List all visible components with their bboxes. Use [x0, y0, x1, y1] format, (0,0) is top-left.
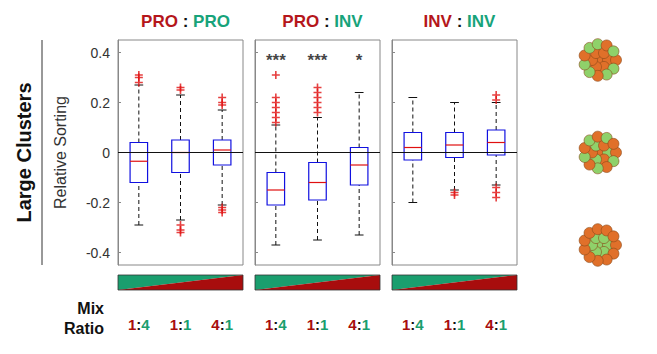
svg-text:1: 1 — [362, 316, 370, 333]
svg-text:4: 4 — [278, 316, 287, 333]
svg-text:Mix: Mix — [77, 300, 104, 317]
svg-text:Relative Sorting: Relative Sorting — [52, 96, 69, 209]
svg-text:4: 4 — [415, 316, 424, 333]
svg-text::: : — [452, 12, 467, 31]
svg-text:0: 0 — [102, 145, 110, 161]
svg-text:1: 1 — [320, 316, 328, 333]
svg-text:1: 1 — [128, 316, 136, 333]
html-text:4:: 4: — [211, 316, 225, 333]
html-text:4:: 4: — [348, 316, 362, 333]
svg-text:1: 1 — [183, 316, 191, 333]
svg-text:PRO: PRO — [141, 12, 178, 31]
svg-text:4: 4 — [141, 316, 150, 333]
svg-text:1: 1 — [444, 316, 452, 333]
svg-text:INV: INV — [467, 12, 496, 31]
svg-text:1: 1 — [457, 316, 465, 333]
svg-text:1: 1 — [170, 316, 178, 333]
svg-text:1: 1 — [499, 316, 507, 333]
svg-text:1: 1 — [225, 316, 233, 333]
svg-text:1: 1 — [307, 316, 315, 333]
svg-text:1: 1 — [402, 316, 410, 333]
svg-text:*: * — [356, 51, 363, 70]
svg-text:PRO: PRO — [193, 12, 230, 31]
svg-text:0.4: 0.4 — [91, 45, 111, 61]
svg-text:0.2: 0.2 — [91, 95, 111, 111]
svg-text::: : — [178, 12, 193, 31]
svg-text:PRO: PRO — [282, 12, 319, 31]
svg-text:***: *** — [308, 51, 328, 70]
html-text:4:: 4: — [485, 316, 499, 333]
svg-text:1: 1 — [265, 316, 273, 333]
svg-text:INV: INV — [334, 12, 363, 31]
svg-text:-0.4: -0.4 — [86, 245, 110, 261]
svg-text:-0.2: -0.2 — [86, 195, 110, 211]
svg-text::: : — [319, 12, 334, 31]
svg-text:Large Clusters: Large Clusters — [13, 82, 35, 222]
svg-text:Ratio: Ratio — [64, 320, 104, 337]
svg-text:***: *** — [266, 51, 286, 70]
svg-text:INV: INV — [424, 12, 453, 31]
